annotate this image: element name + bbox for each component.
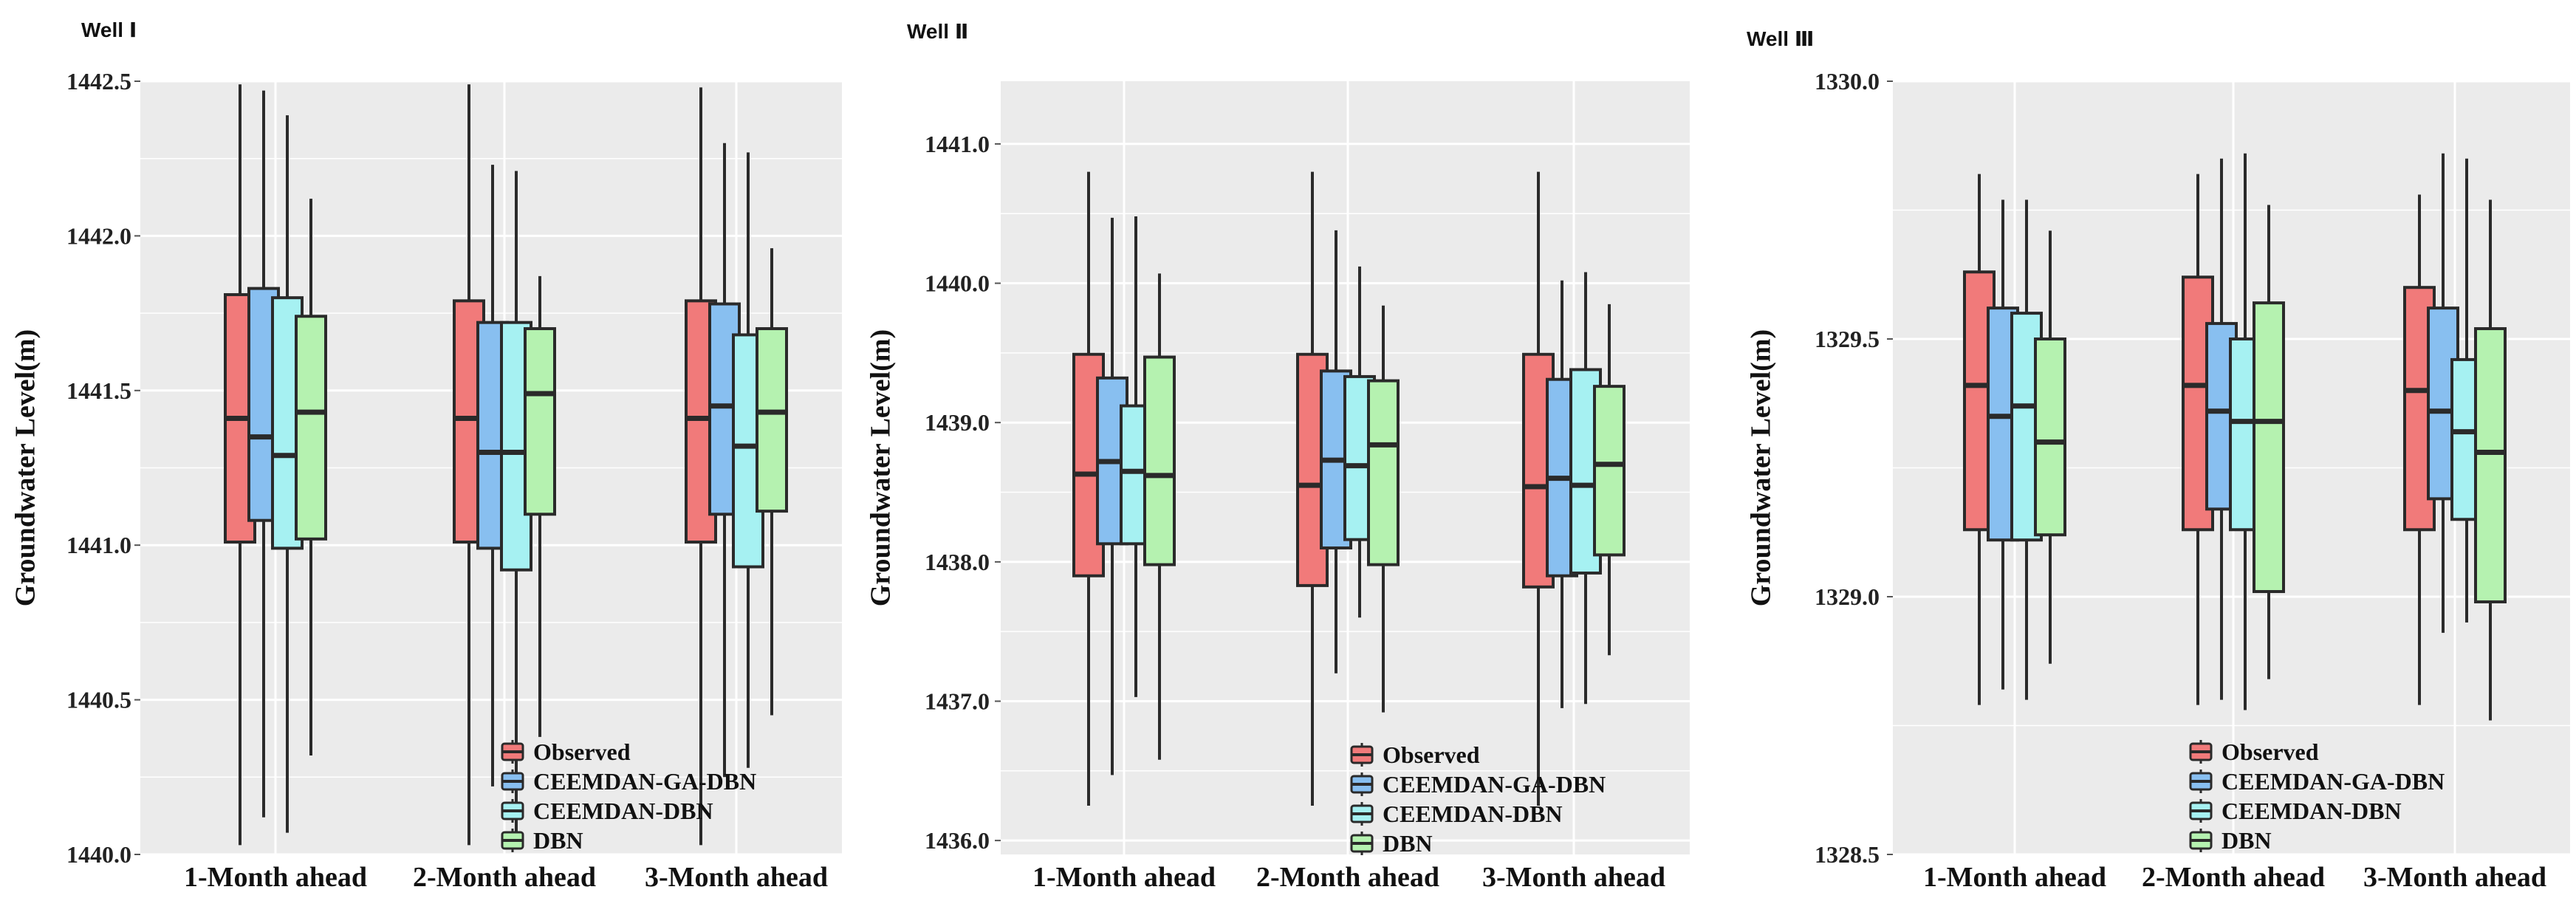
chart-title: Well Ⅲ	[1747, 27, 1814, 50]
y-tick-label: 1329.0	[1815, 583, 1880, 610]
legend-key	[1350, 832, 1374, 855]
iqr-box	[2474, 327, 2507, 603]
legend-label: CEEMDAN-DBN	[533, 798, 713, 824]
y-tick-label: 1437.0	[925, 688, 990, 714]
legend-key	[2189, 799, 2213, 823]
legend: Observed CEEMDAN-GA-DBN CEEMDAN-DBN DBN	[2189, 738, 2445, 854]
legend-key	[2189, 770, 2213, 793]
chart-panel: 1328.5 1329.0 1329.5 1330.0 1-Month ahead 2-M…	[1746, 27, 2570, 893]
boxplot-dbn	[1593, 304, 1626, 656]
y-axis-title: Groundwater Level(m)	[10, 329, 41, 606]
legend-label: CEEMDAN-GA-DBN	[2222, 768, 2445, 795]
boxplot-dbn	[1367, 305, 1400, 713]
iqr-box	[1593, 385, 1626, 557]
chart-title: Well Ⅱ	[907, 20, 968, 43]
y-tick-label: 1330.0	[1815, 68, 1880, 95]
y-tick-label: 1442.0	[66, 222, 131, 249]
y-tick-label: 1441.0	[925, 131, 990, 157]
y-tick-label: 1440.0	[925, 270, 990, 297]
x-tick-label: 1-Month ahead	[1032, 862, 1216, 893]
legend-label: DBN	[533, 827, 583, 854]
legend-key	[501, 799, 524, 823]
legend: Observed CEEMDAN-GA-DBN CEEMDAN-DBN DBN	[501, 738, 756, 854]
legend-label: CEEMDAN-DBN	[1383, 801, 1563, 827]
legend-label: Observed	[1383, 741, 1480, 768]
iqr-box	[2034, 337, 2066, 537]
boxplot-dbn	[2253, 205, 2285, 679]
y-tick-label: 1441.0	[66, 532, 131, 558]
legend-label: CEEMDAN-GA-DBN	[1383, 771, 1606, 798]
y-axis-title: Groundwater Level(m)	[866, 329, 897, 606]
y-tick-label: 1436.0	[925, 827, 990, 854]
legend-label: CEEMDAN-GA-DBN	[533, 768, 756, 795]
iqr-box	[2253, 301, 2285, 594]
legend-label: DBN	[2222, 827, 2272, 854]
x-tick-label: 2-Month ahead	[413, 862, 596, 893]
boxplot-dbn	[756, 248, 788, 716]
y-tick-label: 1441.5	[66, 377, 131, 404]
legend-label: CEEMDAN-DBN	[2222, 798, 2402, 824]
iqr-box	[295, 315, 327, 541]
boxplot-dbn	[2474, 199, 2507, 721]
x-tick-label: 1-Month ahead	[1923, 862, 2106, 893]
y-tick-label: 1440.5	[66, 687, 131, 713]
y-tick-label: 1438.0	[925, 549, 990, 575]
chart-panel: 1436.0 1437.0 1438.0 1439.0 1440.0 1441.0 1-Mo…	[866, 20, 1690, 893]
iqr-box	[756, 327, 788, 513]
y-tick-label: 1329.5	[1815, 326, 1880, 352]
x-tick-label: 3-Month ahead	[645, 862, 828, 893]
boxplot-dbn	[524, 275, 556, 737]
x-tick-label: 2-Month ahead	[1256, 862, 1439, 893]
y-tick-label: 1442.5	[66, 68, 131, 95]
y-tick-label: 1440.0	[66, 841, 131, 868]
legend-label: Observed	[533, 738, 631, 765]
y-tick-label: 1328.5	[1815, 841, 1880, 868]
y-axis-title: Groundwater Level(m)	[1746, 329, 1777, 606]
legend-key	[501, 829, 524, 852]
legend-key	[2189, 740, 2213, 764]
legend: Observed CEEMDAN-GA-DBN CEEMDAN-DBN DBN	[1350, 741, 1606, 857]
iqr-box	[524, 327, 556, 516]
iqr-box	[1143, 355, 1176, 566]
y-tick-label: 1439.0	[925, 409, 990, 436]
legend-key	[1350, 772, 1374, 796]
boxplot-dbn	[1143, 273, 1176, 760]
x-tick-label: 3-Month ahead	[2363, 862, 2546, 893]
x-tick-label: 2-Month ahead	[2142, 862, 2325, 893]
chart-panel: 1440.0 1440.5 1441.0 1441.5 1442.0 1442.5 1-Mo…	[10, 18, 842, 893]
legend-key	[1350, 802, 1374, 826]
boxplot-dbn	[2034, 230, 2066, 664]
legend-key	[2189, 829, 2213, 852]
legend-key	[501, 740, 524, 764]
x-tick-label: 3-Month ahead	[1482, 862, 1665, 893]
legend-label: Observed	[2222, 738, 2319, 765]
legend-key	[501, 770, 524, 793]
legend-label: DBN	[1383, 830, 1433, 857]
legend-key	[1350, 743, 1374, 767]
boxplot-dbn	[295, 199, 327, 755]
chart-title: Well Ⅰ	[81, 18, 137, 41]
iqr-box	[1367, 379, 1400, 566]
x-tick-label: 1-Month ahead	[184, 862, 367, 893]
